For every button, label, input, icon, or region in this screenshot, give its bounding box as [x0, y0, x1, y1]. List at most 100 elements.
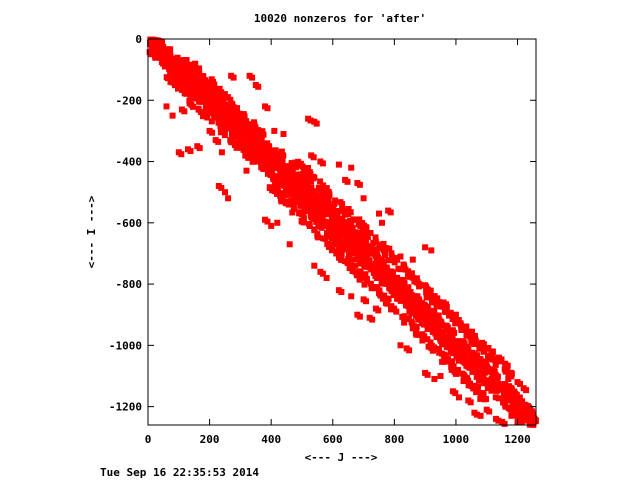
band-point-950	[419, 309, 426, 316]
band-point-1795	[393, 308, 400, 315]
band-point-609	[321, 211, 328, 218]
scatter-block-67	[456, 394, 462, 401]
band-point-1539	[332, 237, 339, 244]
band-point-2009	[480, 348, 487, 355]
band-point-1455	[217, 126, 224, 132]
band-point-1249	[504, 397, 511, 404]
band-point-1541	[336, 242, 343, 249]
band-point-1365	[191, 82, 198, 89]
band-point-106	[167, 68, 174, 75]
band-point-1569	[195, 65, 201, 72]
band-point-1946	[404, 273, 411, 280]
band-point-1473	[240, 146, 247, 153]
scatter-block-74	[508, 412, 515, 419]
scatter-block-28	[348, 164, 355, 171]
band-point-1744	[326, 243, 332, 250]
band-point-1667	[319, 195, 326, 202]
band-point-1714	[279, 192, 286, 199]
scatter-block-12-b	[230, 74, 237, 81]
scatter-block-10	[225, 195, 232, 202]
band-point-1555	[359, 255, 365, 262]
band-point-1304	[530, 411, 537, 418]
scatter-block-54	[459, 324, 466, 330]
band-point-975	[425, 319, 432, 326]
band-point-1696	[361, 242, 368, 249]
band-point-1498	[284, 183, 291, 190]
chart-title: 10020 nonzeros for 'after'	[254, 12, 426, 25]
band-point-1969	[436, 299, 443, 306]
band-point-1918	[372, 234, 379, 241]
band-point-1642	[279, 157, 286, 164]
band-point-1496	[278, 181, 284, 188]
scatter-block-26-b	[319, 160, 326, 167]
band-point-57	[152, 54, 159, 61]
scatter-block-29-b	[344, 178, 351, 185]
band-point-743	[361, 249, 367, 256]
band-point-892	[403, 293, 410, 300]
band-point-1770	[356, 276, 363, 283]
band-point-1914	[362, 229, 369, 236]
band-point-1637	[278, 148, 285, 155]
scatter-block-3-b	[178, 151, 185, 158]
band-point-43	[148, 51, 155, 58]
band-point-1968	[430, 299, 437, 306]
scatter-block-40	[323, 275, 330, 281]
band-point-1515	[304, 208, 311, 214]
band-point-1584	[207, 84, 214, 91]
scatter-block-41	[311, 262, 318, 269]
band-point-1901	[347, 217, 353, 224]
band-point-1948	[413, 275, 420, 282]
scatter-block-35	[397, 253, 404, 260]
band-point-1394	[227, 117, 234, 124]
band-point-1338	[157, 47, 164, 54]
scatter-block-4-b	[187, 148, 194, 155]
band-point-1553	[349, 256, 356, 263]
scatter-block-23	[274, 219, 281, 226]
band-point-2016	[492, 358, 499, 365]
band-point-484	[288, 173, 295, 180]
band-point-1375	[204, 93, 211, 100]
band-point-1465	[228, 138, 235, 145]
scatter-block-39-b	[319, 270, 326, 277]
band-point-1261	[502, 403, 509, 410]
band-point-1376	[204, 97, 211, 104]
scatter-block-60	[505, 376, 512, 382]
band-point-1572	[196, 71, 203, 78]
band-point-1432	[175, 85, 181, 92]
band-point-1775	[367, 280, 374, 287]
scatter-block-6-b	[209, 129, 216, 136]
band-point-1789	[384, 300, 391, 307]
band-point-1861	[294, 162, 301, 169]
scatter-block-48	[397, 342, 404, 349]
band-point-1738	[315, 234, 322, 241]
band-point-1610	[239, 117, 246, 124]
band-point-1349	[172, 58, 179, 65]
band-point-836	[378, 279, 385, 286]
band-point-1422	[266, 151, 273, 158]
band-point-1847	[470, 385, 477, 392]
band-point-1981	[446, 312, 452, 319]
band-point-1596	[227, 96, 234, 103]
band-point-1512	[297, 202, 304, 209]
band-point-335	[234, 133, 240, 140]
band-point-1963	[428, 293, 435, 300]
band-point-1875	[320, 182, 327, 189]
band-point-815	[380, 270, 387, 277]
y-tick-label-4: -800	[116, 278, 143, 291]
band-point-1344	[166, 52, 173, 59]
band-point-1628	[258, 137, 265, 144]
band-point-1387	[212, 108, 219, 115]
band-point-1915	[367, 230, 374, 236]
band-point-1768	[362, 271, 369, 278]
band-point-1560	[361, 262, 368, 269]
band-point-1685	[349, 225, 356, 231]
band-point-1928	[386, 245, 393, 252]
band-point-1931	[388, 250, 395, 257]
scatter-block-61-b	[517, 380, 523, 387]
band-point-1414	[249, 138, 256, 145]
band-point-970	[435, 312, 442, 319]
band-point-1388	[219, 107, 226, 114]
band-point-1235	[508, 390, 515, 397]
band-point-799	[370, 269, 377, 276]
band-point-1103	[456, 357, 462, 364]
